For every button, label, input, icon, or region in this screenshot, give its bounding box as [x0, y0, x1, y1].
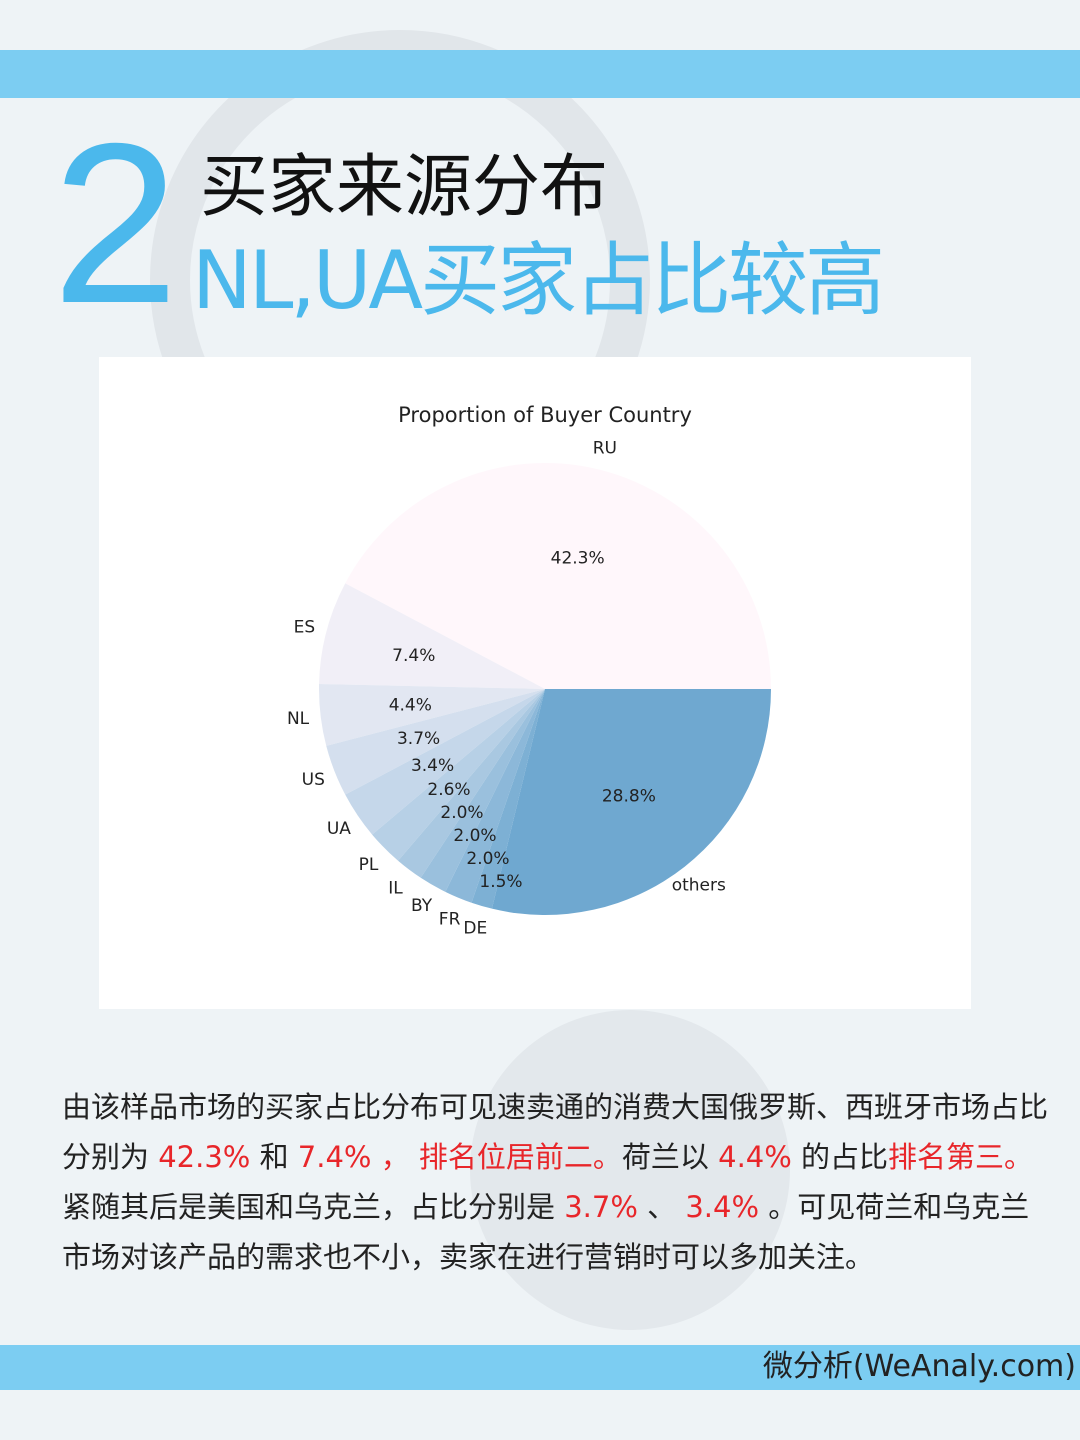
category-label: ES: [294, 617, 316, 637]
percent-label: 2.6%: [427, 780, 470, 800]
pie-slice-BY: [420, 689, 545, 892]
percent-label: 42.3%: [551, 548, 605, 568]
percent-label: 3.7%: [397, 729, 440, 749]
percent-label: 1.5%: [479, 872, 522, 892]
body-text: 由该样品市场的买家占比分布可见速卖通的消费大国俄罗斯、西班牙市场占比分别为: [62, 1090, 1049, 1174]
pie-chart: RU 42.3% ES 7.4% NL 4.4% US 3.7% UA 3.4% PL 2.6% IL 2…: [287, 403, 771, 939]
description-paragraph: 由该样品市场的买家占比分布可见速卖通的消费大国俄罗斯、西班牙市场占比分别为 42…: [62, 1082, 1052, 1282]
percent-label: 2.0%: [440, 803, 483, 823]
highlight-text: 排名第三。: [888, 1140, 1034, 1174]
pie-slice-US: [326, 689, 545, 795]
top-band: [0, 50, 1080, 98]
category-label: US: [302, 770, 325, 790]
pie-slice-RU: [345, 462, 771, 689]
highlight-text: 3.4%: [685, 1190, 760, 1224]
body-text: 的占比: [791, 1140, 889, 1174]
section-subtitle: NL,UA买家占比较高: [192, 234, 885, 327]
pie-slice-ES: [319, 583, 545, 689]
highlight-text: 4.4%: [718, 1140, 792, 1174]
footer-brand: 微分析(WeAnaly.com): [762, 1349, 1076, 1384]
percent-label: 2.0%: [453, 826, 496, 846]
bottom-band: [0, 1345, 1080, 1390]
category-label: DE: [463, 919, 487, 939]
pie-slice-others: [491, 689, 771, 915]
pie-slice-DE: [471, 689, 545, 909]
category-label: BY: [411, 896, 433, 916]
percent-label: 2.0%: [466, 849, 509, 869]
percent-label: 4.4%: [389, 696, 432, 716]
highlight-text: 3.7%: [564, 1190, 638, 1224]
highlight-text: 42.3%: [158, 1140, 251, 1174]
pie-slice-PL: [372, 689, 545, 861]
chart-title: Proportion of Buyer Country: [398, 403, 692, 427]
pie-slice-IL: [398, 689, 545, 878]
body-text: 和: [250, 1140, 298, 1174]
percent-label: 7.4%: [392, 646, 435, 666]
percent-label: 3.4%: [411, 756, 454, 776]
percent-label: 28.8%: [602, 787, 656, 807]
pie-slice-FR: [445, 689, 545, 903]
body-text: 、: [637, 1190, 686, 1224]
body-text: 。可见荷兰和乌克兰市场对该产品的需求也不小，卖家在进行营销时可以多加关注。: [62, 1190, 1030, 1274]
category-label: PL: [359, 855, 379, 875]
category-label: UA: [327, 819, 351, 839]
category-label: RU: [593, 439, 617, 459]
pie-slice-UA: [345, 689, 545, 835]
category-label: IL: [388, 879, 403, 899]
category-label: NL: [287, 709, 310, 729]
chart-panel: RU 42.3% ES 7.4% NL 4.4% US 3.7% UA 3.4% PL 2.6% IL 2…: [99, 357, 971, 1009]
background-decoration: [470, 1010, 790, 1330]
highlight-text: 7.4% ， 排名位居前二。: [297, 1140, 622, 1174]
category-label: others: [672, 875, 726, 895]
body-text: 紧随其后是美国和乌克兰，占比分别是: [62, 1190, 565, 1224]
category-label: FR: [439, 910, 461, 930]
section-number: 2: [52, 97, 179, 351]
body-text: 荷兰以: [621, 1140, 719, 1174]
section-title: 买家来源分布: [200, 148, 609, 227]
pie-slice-NL: [319, 684, 545, 746]
